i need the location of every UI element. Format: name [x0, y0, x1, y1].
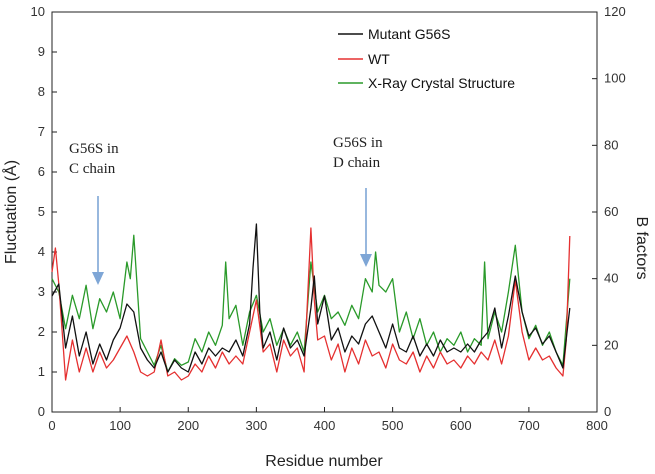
y2-tick-label: 60	[604, 204, 618, 219]
series-mutant-g56s-line	[51, 223, 571, 373]
x-tick-label: 0	[48, 418, 55, 433]
series-wt-line	[51, 227, 571, 381]
annotation-d-chain-arrowhead	[360, 254, 372, 267]
y-tick-label: 6	[38, 164, 45, 179]
left-y-axis-ticks: 0 1 2 3 4 5 6 7 8 9 10	[31, 4, 57, 419]
series-layer	[51, 223, 571, 381]
annotation-c-chain-line1: G56S in	[69, 141, 119, 157]
right-y-axis-ticks: 0 20 40 60 80 100 120	[592, 4, 626, 419]
annotation-d-chain: G56S in D chain	[333, 135, 383, 267]
legend: Mutant G56S WT X-Ray Crystal Structure	[338, 26, 515, 91]
y-tick-label: 9	[38, 44, 45, 59]
y-tick-label: 4	[38, 244, 45, 259]
y2-tick-label: 20	[604, 337, 618, 352]
x-tick-label: 300	[246, 418, 268, 433]
y2-tick-label: 100	[604, 71, 626, 86]
y-tick-label: 8	[38, 84, 45, 99]
y-tick-label: 0	[38, 404, 45, 419]
y-axis-label: Fluctuation (Å)	[1, 160, 20, 264]
legend-label-xray: X-Ray Crystal Structure	[368, 75, 515, 91]
y2-tick-label: 120	[604, 4, 626, 19]
x-axis-ticks: 0 100 200 300 400 500 600 700 800	[48, 407, 608, 433]
legend-label-wt: WT	[368, 51, 390, 67]
annotation-d-chain-line1: G56S in	[333, 135, 383, 151]
y-tick-label: 3	[38, 284, 45, 299]
annotation-c-chain-arrowhead	[92, 272, 104, 285]
y-tick-label: 2	[38, 324, 45, 339]
x-tick-label: 800	[586, 418, 608, 433]
y2-tick-label: 0	[604, 404, 611, 419]
x-tick-label: 100	[109, 418, 131, 433]
y2-tick-label: 40	[604, 271, 618, 286]
annotation-d-chain-line2: D chain	[333, 155, 381, 171]
x-tick-label: 600	[450, 418, 472, 433]
x-tick-label: 400	[314, 418, 336, 433]
y2-axis-label: B factors	[633, 216, 650, 279]
x-axis-label: Residue number	[265, 453, 383, 470]
annotation-c-chain: G56S in C chain	[69, 141, 119, 285]
y-tick-label: 10	[31, 4, 45, 19]
legend-label-mutant: Mutant G56S	[368, 26, 451, 42]
x-tick-label: 200	[177, 418, 199, 433]
series-xray-line	[51, 234, 571, 373]
y-tick-label: 1	[38, 364, 45, 379]
y-tick-label: 5	[38, 204, 45, 219]
x-tick-label: 500	[382, 418, 404, 433]
annotation-c-chain-line2: C chain	[69, 161, 116, 177]
x-tick-label: 700	[518, 418, 540, 433]
y2-tick-label: 80	[604, 137, 618, 152]
y-tick-label: 7	[38, 124, 45, 139]
